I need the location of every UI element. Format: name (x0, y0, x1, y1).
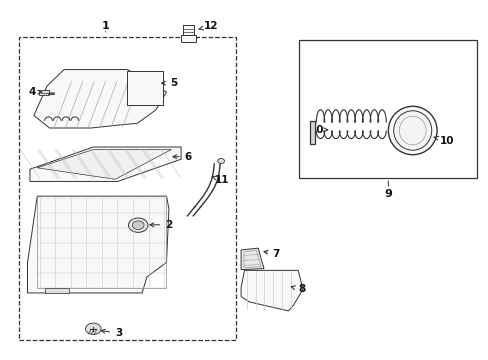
Polygon shape (37, 149, 171, 179)
Text: 10: 10 (433, 136, 453, 145)
Circle shape (132, 221, 144, 229)
Bar (19, 37, 236, 339)
Polygon shape (241, 248, 264, 270)
Polygon shape (241, 270, 303, 311)
Text: 6: 6 (173, 152, 192, 162)
Polygon shape (30, 147, 181, 181)
Bar (39, 90, 49, 95)
Bar (127, 71, 162, 105)
Bar (37, 196, 166, 288)
Text: 1: 1 (102, 21, 109, 31)
Polygon shape (44, 288, 69, 293)
Ellipse shape (393, 111, 431, 150)
Text: 9: 9 (384, 189, 391, 199)
Circle shape (128, 218, 148, 232)
Text: 8: 8 (291, 284, 305, 294)
Bar (310, 121, 315, 144)
Text: 2: 2 (150, 220, 172, 230)
Text: 11: 11 (212, 175, 229, 185)
Text: 10: 10 (309, 125, 327, 135)
Text: 12: 12 (198, 21, 218, 31)
Bar (183, 25, 193, 36)
Ellipse shape (387, 106, 436, 155)
Text: 7: 7 (264, 248, 279, 258)
Polygon shape (34, 69, 166, 128)
Circle shape (85, 323, 101, 334)
Text: 3: 3 (101, 328, 122, 338)
Bar (299, 40, 476, 178)
Polygon shape (27, 196, 168, 293)
Bar (181, 36, 195, 42)
Circle shape (217, 158, 224, 163)
Text: 4: 4 (29, 87, 42, 97)
Text: 5: 5 (162, 78, 177, 88)
